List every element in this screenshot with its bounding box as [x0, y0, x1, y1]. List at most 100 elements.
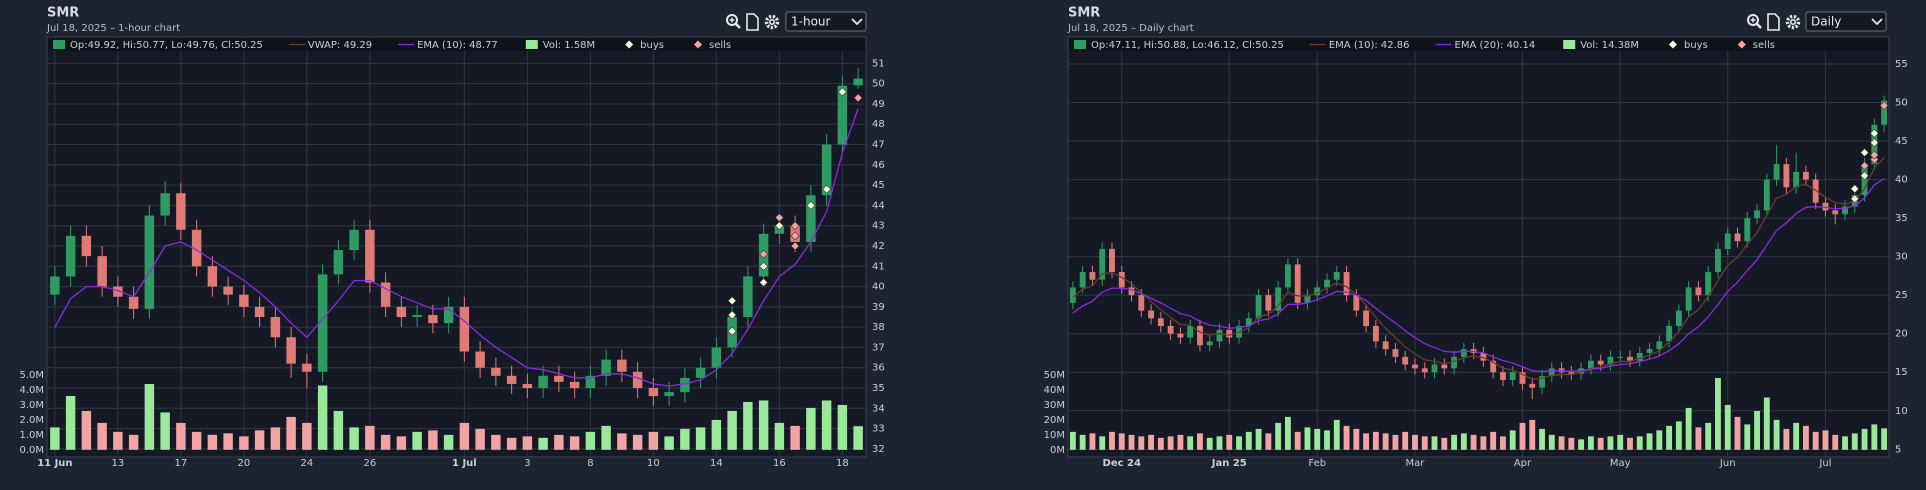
legend-swatch — [1737, 40, 1746, 49]
volume-bar — [1284, 416, 1291, 450]
interval-select[interactable]: 1-hour — [785, 11, 867, 32]
volume-bar — [144, 384, 155, 450]
candle-body — [1099, 248, 1106, 280]
volume-bar — [1861, 428, 1868, 450]
y-tick-label: 10 — [1895, 406, 1908, 417]
candle-body — [396, 306, 407, 317]
trade-marker — [837, 87, 847, 97]
legend-label: Vol: 14.38M — [1580, 40, 1639, 51]
select-arrow[interactable] — [1871, 18, 1883, 26]
candle-body — [506, 375, 517, 384]
candle-body — [491, 367, 501, 376]
trade-marker — [727, 296, 737, 306]
legend-swatch — [1074, 40, 1086, 49]
candle-body — [1597, 360, 1604, 365]
candle-body — [191, 229, 202, 267]
candle-body — [1421, 368, 1428, 373]
candle-body — [1118, 272, 1125, 288]
candle-body — [65, 235, 76, 277]
interval-select[interactable]: Daily — [1805, 11, 1887, 32]
candle-body — [443, 306, 454, 324]
select-arrow[interactable] — [851, 18, 863, 26]
candle-body — [538, 375, 548, 389]
volume-bar — [727, 410, 737, 450]
volume-bar — [1441, 437, 1448, 450]
volume-bar — [113, 431, 123, 450]
trade-marker — [1869, 138, 1879, 148]
volume-bar — [1324, 430, 1330, 450]
candle-body — [1304, 295, 1311, 303]
volume-bar — [837, 404, 848, 450]
volume-bar — [1343, 425, 1350, 450]
settings-button[interactable] — [764, 14, 780, 30]
plot-area — [1067, 36, 1890, 458]
x-tick-label: 26 — [364, 458, 377, 469]
x-tick-label: Jun — [1719, 458, 1736, 469]
trade-marker — [727, 326, 737, 336]
candle-body — [1275, 287, 1282, 311]
y-tick-label: 40 — [1895, 175, 1908, 186]
volume-tick-label: 1.0M — [19, 430, 44, 441]
candle-body — [837, 85, 848, 145]
candle-body — [569, 381, 580, 389]
volume-bar — [428, 430, 438, 450]
y-tick-label: 25 — [1895, 290, 1908, 301]
candle-body — [1284, 264, 1291, 288]
candle-body — [1500, 372, 1506, 380]
candle-body — [128, 296, 139, 309]
y-tick-label: 45 — [1895, 136, 1908, 147]
select-box[interactable] — [1805, 11, 1887, 32]
legend-strip — [1069, 38, 1888, 51]
volume-bar — [365, 425, 375, 450]
volume-tick-label: 50M — [1044, 370, 1065, 381]
volume-bar — [286, 416, 296, 450]
volume-bar — [1118, 433, 1125, 450]
y-tick-label: 20 — [1895, 329, 1908, 340]
volume-bar — [1392, 434, 1399, 450]
y-tick-label: 35 — [1895, 213, 1908, 224]
candle-body — [1705, 272, 1712, 296]
volume-bar — [1724, 404, 1731, 450]
volume-bar — [1451, 434, 1457, 450]
zoom-button[interactable] — [1747, 14, 1762, 29]
candle-body — [317, 274, 328, 372]
candle-body — [1089, 272, 1096, 280]
volume-bar — [522, 436, 533, 450]
volume-bar — [1695, 427, 1702, 450]
volume-bar — [790, 425, 800, 450]
candle-body — [1333, 272, 1340, 280]
volume-bar — [491, 434, 501, 450]
volume-bar — [1255, 428, 1262, 450]
volume-bar — [1763, 397, 1770, 450]
volume-tick-label: 40M — [1044, 385, 1065, 396]
volume-bar — [1206, 437, 1213, 450]
y-tick-label: 45 — [872, 180, 885, 191]
trade-marker — [790, 221, 800, 231]
select-box[interactable] — [785, 11, 867, 32]
legend-label: Op:49.92, Hi:50.77, Lo:49.76, Cl:50.25 — [70, 40, 263, 51]
y-tick-label: 32 — [872, 444, 885, 455]
candle-body — [1685, 287, 1692, 311]
settings-button[interactable] — [1785, 14, 1801, 30]
export-button[interactable] — [746, 13, 759, 31]
volume-bar — [1226, 434, 1233, 450]
legend-swatch — [525, 40, 538, 49]
zoom-button[interactable] — [726, 14, 741, 29]
export-button[interactable] — [1767, 13, 1780, 31]
x-tick-label: Apr — [1514, 458, 1532, 469]
candle-body — [459, 306, 470, 352]
volume-bar — [1500, 436, 1506, 450]
volume-bar — [711, 419, 722, 450]
select-value[interactable]: Daily — [1811, 15, 1841, 29]
legend-label: sells — [709, 40, 731, 51]
candle-body — [1802, 171, 1809, 180]
volume-bar — [1363, 433, 1370, 450]
trade-marker — [1860, 171, 1869, 181]
trade-marker — [1860, 148, 1869, 158]
volume-bar — [1382, 433, 1389, 450]
y-tick-label: 55 — [1895, 59, 1908, 70]
select-value[interactable]: 1-hour — [791, 15, 831, 29]
candle-body — [680, 377, 690, 393]
